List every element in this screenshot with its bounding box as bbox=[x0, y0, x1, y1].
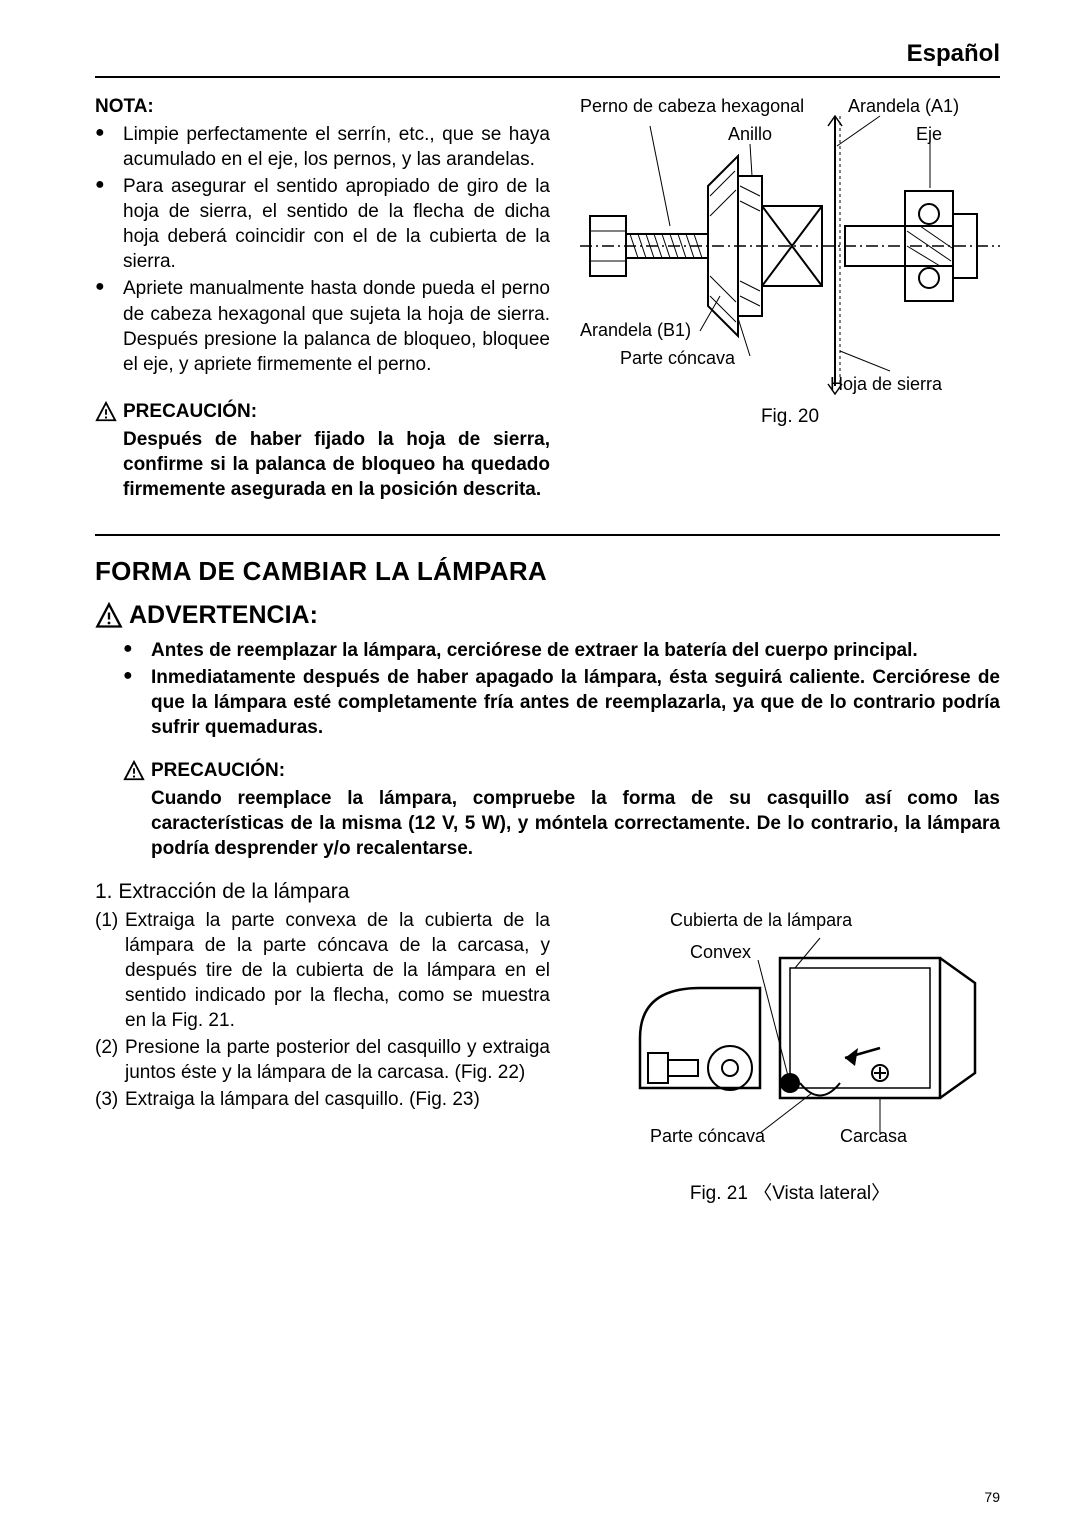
step1-text-column: (1) Extraiga la parte convexa de la cubie… bbox=[95, 908, 550, 1205]
advertencia-list: Antes de reemplazar la lámpara, cercióre… bbox=[123, 638, 1000, 740]
fig20-label-b1: Arandela (B1) bbox=[580, 320, 691, 341]
step1-item: (2) Presione la parte posterior del casqu… bbox=[95, 1035, 550, 1085]
fig20-label-concava: Parte cóncava bbox=[620, 348, 735, 369]
fig21-caption: Fig. 21 〈Vista lateral〉 bbox=[580, 1178, 1000, 1205]
step1-heading: 1. Extracción de la lámpara bbox=[95, 880, 1000, 904]
precaucion-label: PRECAUCIÓN: bbox=[123, 401, 257, 423]
fig20-caption: Fig. 20 bbox=[580, 406, 1000, 428]
warning-icon bbox=[123, 760, 145, 782]
precaucion2-text: Cuando reemplace la lámpara, compruebe l… bbox=[151, 786, 1000, 861]
advertencia-item: Inmediatamente después de haber apagado … bbox=[123, 665, 1000, 740]
section-divider bbox=[95, 534, 1000, 536]
step-number: (2) bbox=[95, 1035, 118, 1060]
fig21-svg bbox=[580, 908, 1000, 1168]
fig20-column: Perno de cabeza hexagonal Anillo Arandel… bbox=[580, 96, 1000, 502]
top-two-column: NOTA: Limpie perfectamente el serrín, et… bbox=[95, 96, 1000, 502]
advertencia-heading: ADVERTENCIA: bbox=[95, 601, 1000, 630]
step-text: Extraiga la parte convexa de la cubierta… bbox=[125, 910, 550, 1031]
fig21-label-concava: Parte cóncava bbox=[650, 1126, 765, 1147]
advertencia-label: ADVERTENCIA: bbox=[129, 601, 318, 630]
nota-heading: NOTA: bbox=[95, 96, 550, 118]
nota-item: Limpie perfectamente el serrín, etc., qu… bbox=[95, 122, 550, 172]
step1-item: (3) Extraiga la lámpara del casquillo. (F… bbox=[95, 1087, 550, 1112]
nota-item: Apriete manualmente hasta donde pueda el… bbox=[95, 276, 550, 376]
page-number: 79 bbox=[984, 1489, 1000, 1505]
nota-list: Limpie perfectamente el serrín, etc., qu… bbox=[95, 122, 550, 377]
fig21-label-carcasa: Carcasa bbox=[840, 1126, 907, 1147]
warning-icon bbox=[95, 602, 123, 630]
fig21-column: Cubierta de la lámpara Convex Parte cónc… bbox=[580, 908, 1000, 1205]
fig20-label-hoja: Hoja de sierra bbox=[830, 374, 942, 395]
fig21-label-convex: Convex bbox=[690, 942, 751, 963]
precaucion2-label: PRECAUCIÓN: bbox=[151, 760, 285, 782]
fig20-diagram: Perno de cabeza hexagonal Anillo Arandel… bbox=[580, 96, 1000, 396]
fig20-label-a1: Arandela (A1) bbox=[848, 96, 959, 117]
step-number: (3) bbox=[95, 1087, 118, 1112]
fig20-label-anillo: Anillo bbox=[728, 124, 772, 145]
section-title: FORMA DE CAMBIAR LA LÁMPARA bbox=[95, 556, 1000, 587]
step-text: Extraiga la lámpara del casquillo. (Fig.… bbox=[125, 1089, 480, 1110]
precaucion2-heading: PRECAUCIÓN: bbox=[123, 760, 1000, 782]
fig21-label-cubierta: Cubierta de la lámpara bbox=[670, 910, 852, 931]
advertencia-item: Antes de reemplazar la lámpara, cercióre… bbox=[123, 638, 1000, 663]
step-text: Presione la parte posterior del casquill… bbox=[125, 1037, 550, 1083]
nota-column: NOTA: Limpie perfectamente el serrín, et… bbox=[95, 96, 550, 502]
warning-icon bbox=[95, 401, 117, 423]
language-header: Español bbox=[95, 40, 1000, 78]
fig21-diagram: Cubierta de la lámpara Convex Parte cónc… bbox=[580, 908, 1000, 1168]
step1-item: (1) Extraiga la parte convexa de la cubie… bbox=[95, 908, 550, 1033]
step-number: (1) bbox=[95, 908, 118, 933]
nota-item: Para asegurar el sentido apropiado de gi… bbox=[95, 174, 550, 274]
step1-list: (1) Extraiga la parte convexa de la cubie… bbox=[95, 908, 550, 1113]
fig20-label-perno: Perno de cabeza hexagonal bbox=[580, 96, 804, 117]
precaucion-text: Después de haber fijado la hoja de sierr… bbox=[95, 427, 550, 502]
precaucion-heading: PRECAUCIÓN: bbox=[95, 401, 550, 423]
fig20-label-eje: Eje bbox=[916, 124, 942, 145]
bottom-two-column: (1) Extraiga la parte convexa de la cubie… bbox=[95, 908, 1000, 1205]
